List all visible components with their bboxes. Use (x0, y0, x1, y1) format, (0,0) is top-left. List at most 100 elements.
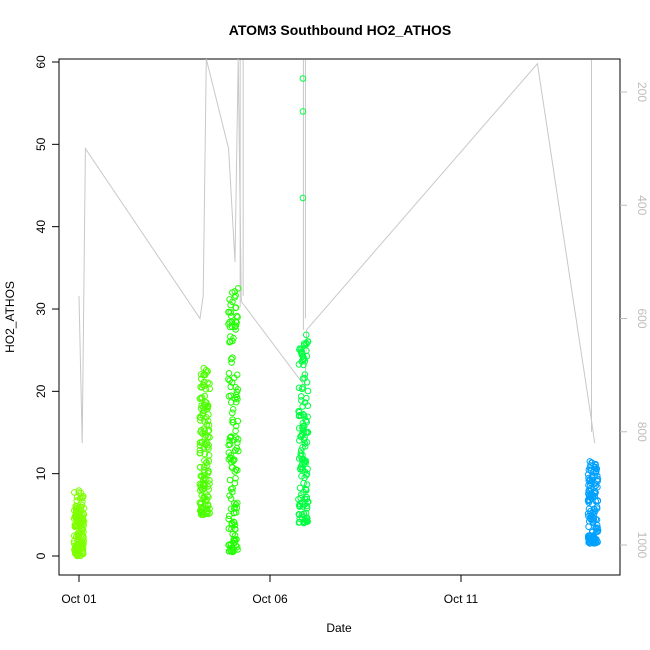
data-point (225, 375, 232, 383)
data-point (299, 108, 307, 115)
data-point (205, 493, 212, 501)
data-point (298, 346, 305, 353)
data-point (232, 475, 239, 482)
data-point (299, 356, 307, 364)
y-tick-label: 60 (34, 55, 48, 69)
data-point (590, 536, 598, 544)
data-point (204, 501, 212, 508)
data-point (205, 451, 213, 459)
data-point (228, 355, 235, 363)
data-point (589, 500, 596, 508)
data-point (299, 75, 307, 82)
data-point (75, 529, 83, 536)
data-point (206, 509, 213, 517)
data-point (73, 493, 81, 501)
data-point (301, 355, 308, 363)
data-point (586, 464, 594, 471)
data-point (204, 402, 212, 410)
data-point (79, 515, 87, 522)
data-point (200, 364, 208, 372)
data-point (592, 469, 600, 477)
data-point (71, 546, 78, 554)
data-point (70, 537, 78, 545)
data-point (232, 422, 240, 430)
data-point (304, 498, 312, 506)
data-point (227, 541, 235, 548)
data-point (585, 474, 592, 482)
points-layer (70, 75, 602, 560)
data-point (200, 463, 208, 471)
data-point (229, 354, 236, 361)
y-tick-label: 0 (34, 552, 48, 559)
data-point (231, 521, 239, 529)
data-point (197, 417, 204, 424)
data-point (199, 381, 207, 389)
data-point (231, 468, 239, 475)
data-point (233, 371, 241, 379)
data-point (593, 505, 601, 512)
data-point (227, 301, 234, 309)
data-point (200, 472, 208, 479)
data-point (232, 326, 239, 333)
data-point (201, 418, 208, 425)
data-point (80, 521, 87, 529)
data-point (592, 482, 600, 490)
data-point (303, 505, 311, 512)
data-point (299, 422, 307, 430)
y-tick-label: 30 (34, 302, 48, 316)
data-point (204, 417, 212, 425)
data-point (233, 536, 240, 543)
altitude-line-layer (78, 58, 596, 444)
data-point (225, 541, 232, 549)
data-point (229, 485, 236, 492)
data-point (234, 546, 241, 553)
data-point (71, 545, 79, 553)
data-point (303, 502, 311, 510)
data-point (301, 459, 309, 466)
data-point (296, 437, 303, 444)
data-point (225, 441, 232, 449)
data-point (299, 466, 307, 473)
data-point (296, 503, 303, 510)
axes-layer: 0 10 20 30 40 50 60 Oct 01 Oct 06 Oct 11 200 400 600… (34, 55, 649, 606)
data-point (198, 439, 205, 446)
data-point (303, 379, 311, 386)
data-point (230, 518, 237, 526)
data-point (227, 399, 235, 406)
data-point (303, 439, 311, 446)
data-point (205, 427, 212, 435)
data-point (196, 480, 204, 488)
data-point (227, 309, 234, 316)
data-point (303, 341, 310, 348)
data-point (303, 418, 311, 426)
data-point (297, 494, 305, 502)
data-point (593, 521, 601, 529)
data-point (298, 397, 305, 404)
data-point (199, 481, 207, 489)
data-point (197, 507, 205, 515)
data-point (198, 402, 205, 409)
data-point (300, 510, 308, 518)
y2-tick-label: 400 (635, 195, 649, 215)
data-point (78, 543, 86, 550)
data-point (227, 392, 235, 400)
data-point (297, 452, 305, 460)
altitude-line (78, 58, 596, 444)
data-point (198, 499, 205, 507)
data-point (79, 518, 87, 526)
data-point (229, 298, 236, 306)
data-point (198, 375, 205, 383)
data-point (593, 528, 600, 536)
data-point (591, 490, 599, 497)
data-point (77, 527, 84, 535)
data-point (206, 385, 213, 393)
data-point (304, 518, 312, 525)
data-point (225, 548, 233, 555)
data-point (301, 371, 309, 378)
data-point (74, 551, 82, 559)
data-point (304, 387, 312, 395)
y-axis-label: HO2_ATHOS (3, 281, 17, 353)
data-point (196, 464, 204, 471)
data-point (77, 552, 84, 559)
